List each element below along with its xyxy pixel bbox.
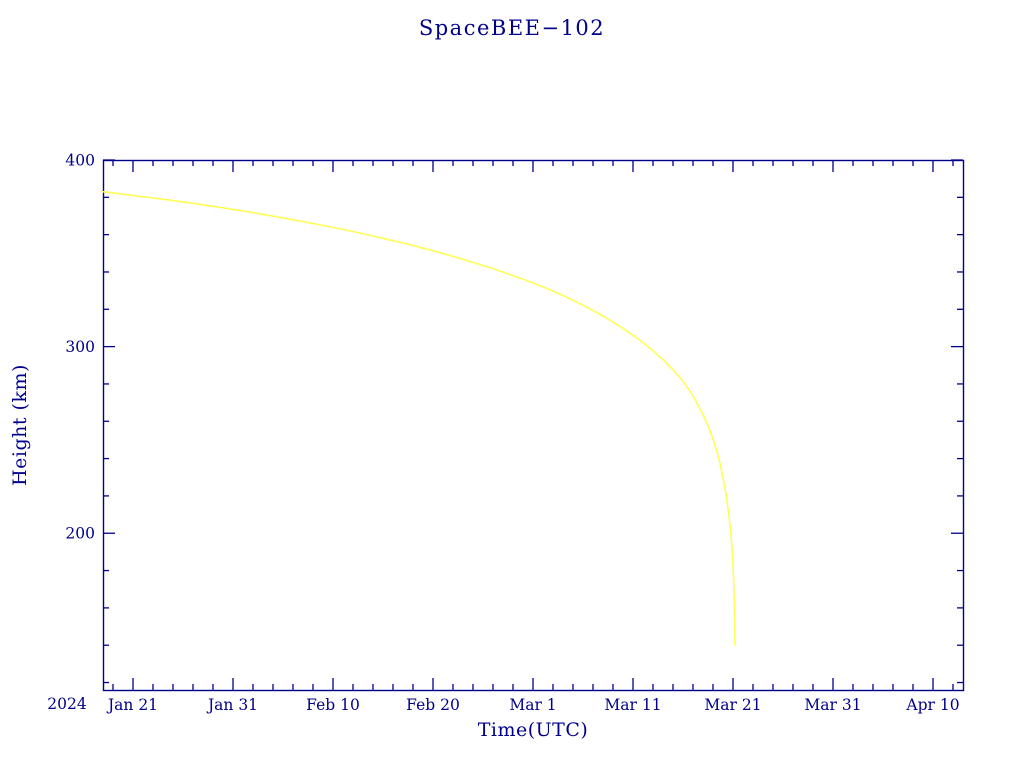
decay-curve (102, 190, 736, 647)
year-label: 2024 (47, 695, 87, 713)
svg-text:200: 200 (65, 525, 95, 543)
svg-text:Feb 20: Feb 20 (406, 696, 460, 714)
svg-text:Jan 31: Jan 31 (206, 696, 258, 714)
x-ticks (112, 160, 954, 690)
svg-text:Mar 21: Mar 21 (704, 696, 761, 714)
svg-text:Apr 10: Apr 10 (905, 696, 959, 714)
svg-text:Mar 31: Mar 31 (804, 696, 861, 714)
svg-text:Mar 11: Mar 11 (604, 696, 661, 714)
x-axis-label: Time(UTC) (477, 719, 589, 741)
chart-title: SpaceBEE−102 (418, 16, 606, 40)
svg-text:400: 400 (65, 152, 95, 170)
svg-text:Mar 1: Mar 1 (509, 696, 556, 714)
svg-text:300: 300 (65, 338, 95, 356)
y-ticks (103, 159, 963, 684)
svg-text:Jan 21: Jan 21 (106, 696, 158, 714)
svg-text:Feb 10: Feb 10 (306, 696, 360, 714)
x-tick-labels: Jan 21 Jan 31 Feb 10 Feb 20 Mar 1 Mar 11 Mar 2… (106, 696, 960, 714)
plot-border (102, 159, 965, 692)
y-tick-labels: 200 300 400 (65, 152, 95, 543)
